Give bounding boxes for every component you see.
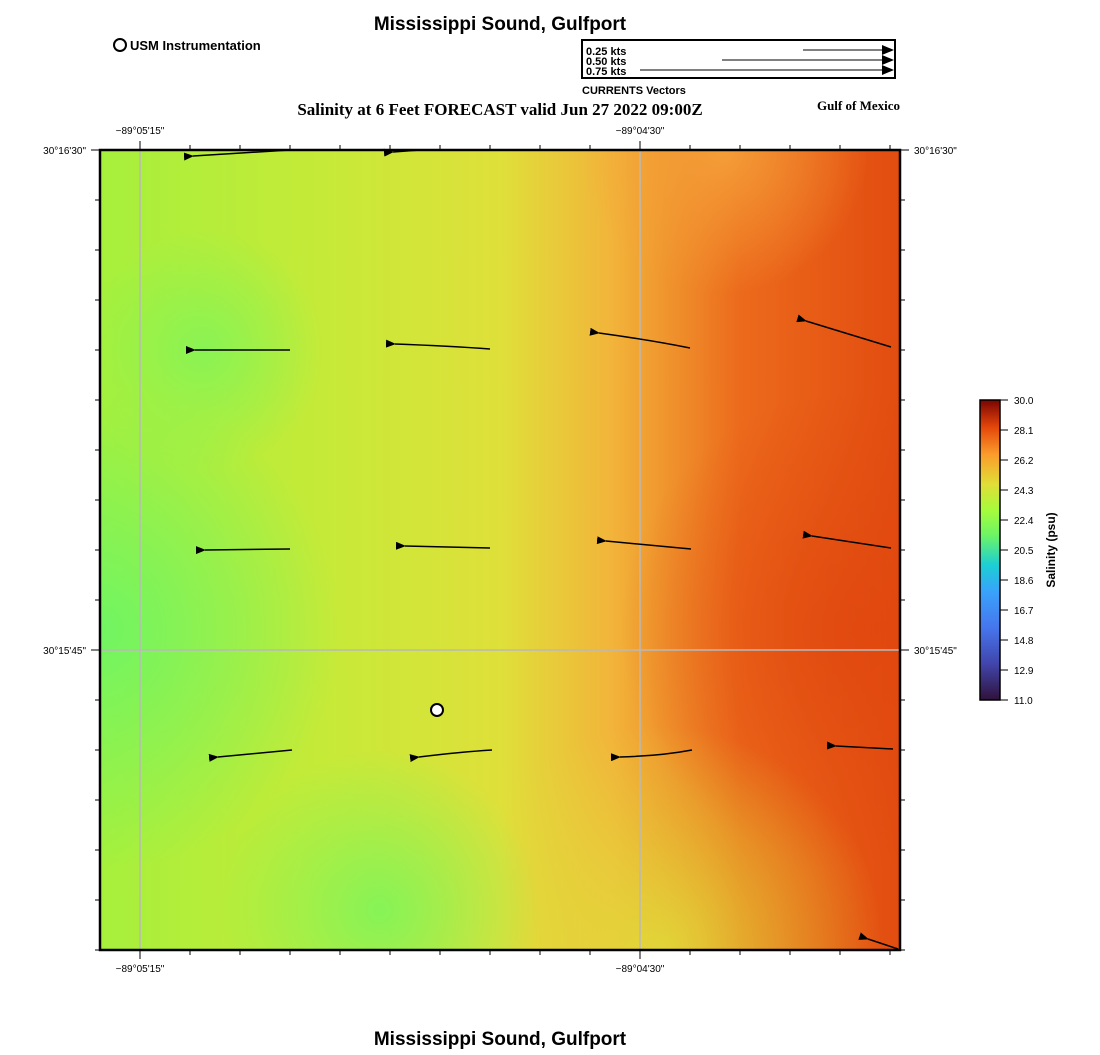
colorbar-tick-label: 24.3 xyxy=(1014,486,1034,497)
current-vector xyxy=(195,546,291,555)
lon-tick-label-top-2: −89°04'30" xyxy=(616,126,665,137)
current-vector xyxy=(589,327,691,349)
colorbar-tick-label: 22.4 xyxy=(1014,516,1034,527)
map-title: Mississippi Sound, Gulfport xyxy=(374,14,627,35)
current-vector xyxy=(802,530,892,549)
colorbar-tick-label: 16.7 xyxy=(1014,606,1034,617)
salinity-colorbar: 30.0 28.1 26.2 24.3 22.4 20.5 18.6 16.7 14.8 12.9… xyxy=(979,396,1058,707)
map-subtitle: Salinity at 6 Feet FORECAST valid Jun 27… xyxy=(297,100,702,119)
station-marker-icon[interactable] xyxy=(430,703,444,717)
lat-tick-label-left-1: 30°16'30" xyxy=(43,146,86,157)
current-vector xyxy=(826,741,894,750)
colorbar-label: Salinity (psu) xyxy=(1044,512,1058,587)
lon-tick-label-bottom-1: −89°05'15" xyxy=(116,964,165,975)
current-vector xyxy=(208,749,293,762)
current-vector xyxy=(610,749,693,762)
station-legend-label: USM Instrumentation xyxy=(130,38,261,53)
colorbar-tick-label: 28.1 xyxy=(1014,426,1034,437)
colorbar-tick-label: 12.9 xyxy=(1014,666,1034,677)
map-frame xyxy=(91,141,909,959)
station-legend-marker-icon xyxy=(113,38,127,52)
vector-caption: CURRENTS Vectors xyxy=(582,85,686,97)
vector-scale-label-2: 0.50 kts xyxy=(586,56,626,68)
vector-scale-label-1: 0.25 kts xyxy=(586,46,626,58)
current-vector xyxy=(409,749,493,763)
vector-scale-label-3: 0.75 kts xyxy=(586,66,626,78)
lon-tick-label-bottom-2: −89°04'30" xyxy=(616,964,665,975)
current-vector xyxy=(858,932,899,950)
colorbar-tick-label: 26.2 xyxy=(1014,456,1034,467)
vector-scale-legend: 0.25 kts 0.50 kts 0.75 kts CURRENTS Vect… xyxy=(581,39,896,97)
axis-labels: −89°05'15" −89°04'30" −89°05'15" −89°04'… xyxy=(43,126,957,975)
lat-tick-label-right-1: 30°16'30" xyxy=(914,146,957,157)
colorbar-tick-label: 20.5 xyxy=(1014,546,1034,557)
current-vector xyxy=(796,314,892,348)
region-label: Gulf of Mexico xyxy=(817,98,900,113)
lat-tick-label-left-2: 30°15'45" xyxy=(43,646,86,657)
footer-title: Mississippi Sound, Gulfport xyxy=(374,1029,627,1050)
lon-tick-label-top-1: −89°05'15" xyxy=(116,126,165,137)
graticule xyxy=(100,150,900,950)
colorbar-tick-label: 18.6 xyxy=(1014,576,1034,587)
vector-scale-box xyxy=(581,39,896,79)
colorbar-tick-label: 11.0 xyxy=(1014,696,1033,707)
colorbar-tick-label: 14.8 xyxy=(1014,636,1034,647)
station-legend: USM Instrumentation xyxy=(113,38,261,53)
lat-tick-label-right-2: 30°15'45" xyxy=(914,646,957,657)
current-vector xyxy=(596,536,692,550)
current-vector xyxy=(385,339,491,350)
colorbar-ramp xyxy=(979,399,1001,701)
colorbar-tick-label: 30.0 xyxy=(1014,396,1034,407)
current-vector xyxy=(395,541,491,550)
